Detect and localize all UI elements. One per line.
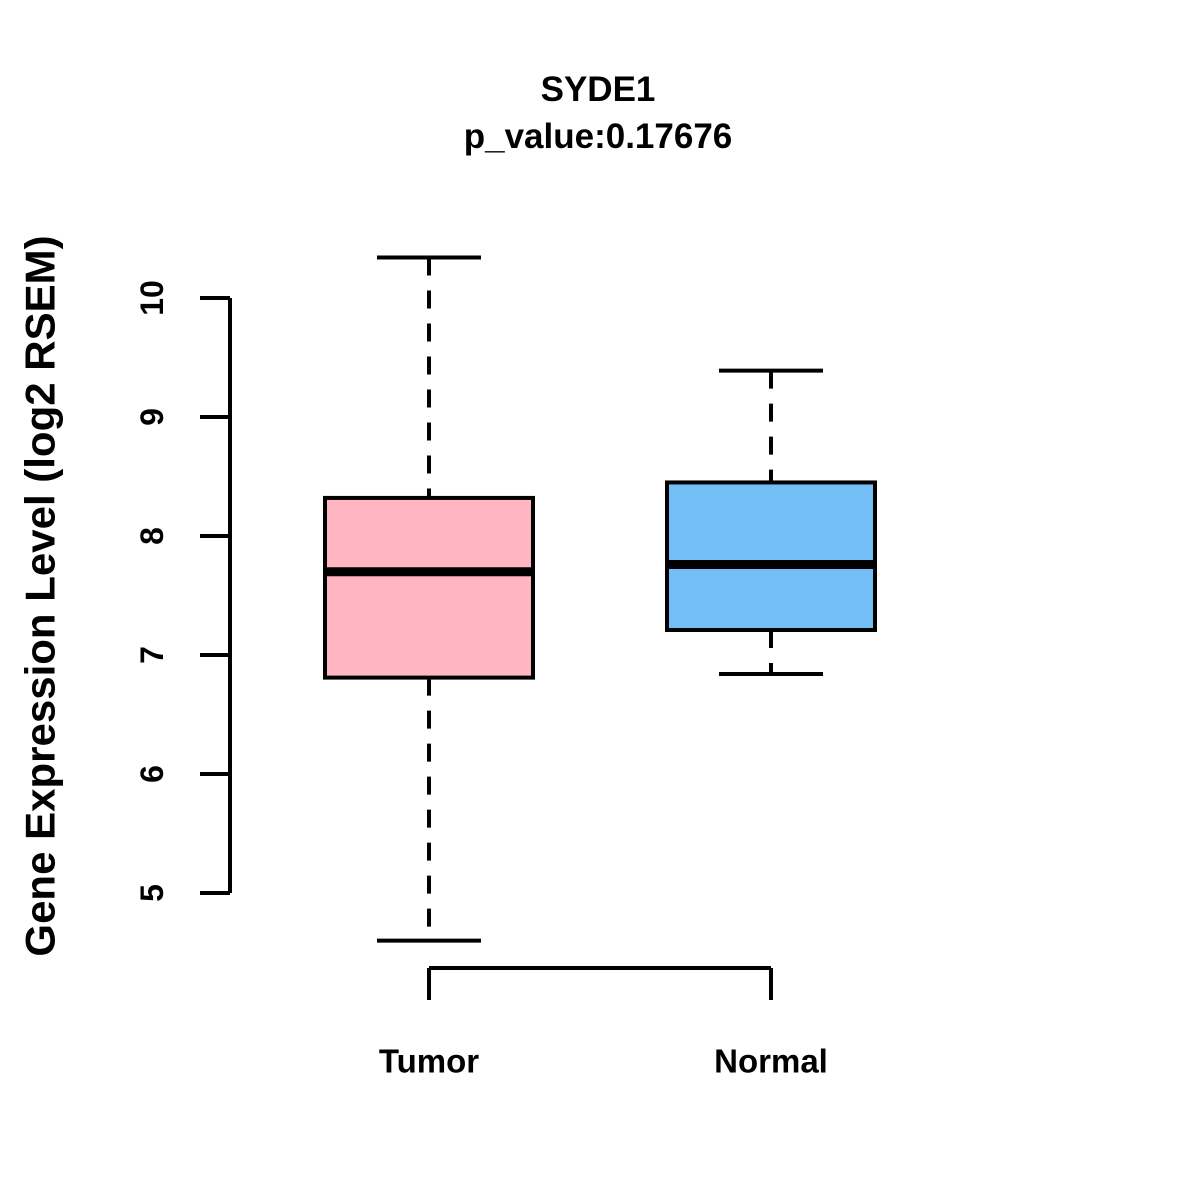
x-axis-label-tumor: Tumor (379, 1043, 479, 1080)
box-tumor (323, 495, 535, 680)
y-axis-tick-label: 8 (134, 527, 170, 545)
chart-subtitle: p_value:0.17676 (463, 117, 733, 156)
y-axis-title: Gene Expression Level (log2 RSEM) (17, 235, 64, 956)
y-axis-tick-label: 6 (134, 765, 170, 783)
x-axis-label-normal: Normal (714, 1043, 828, 1080)
y-axis-tick-label: 9 (134, 408, 170, 426)
chart-title: SYDE1 (540, 70, 656, 109)
y-axis-tick-label: 10 (134, 280, 170, 316)
box-normal (665, 480, 877, 633)
y-axis-tick-label: 5 (134, 884, 170, 902)
chart-title-block: SYDE1 p_value:0.17676 (0, 66, 1196, 160)
y-axis-tick-label: 7 (134, 646, 170, 664)
